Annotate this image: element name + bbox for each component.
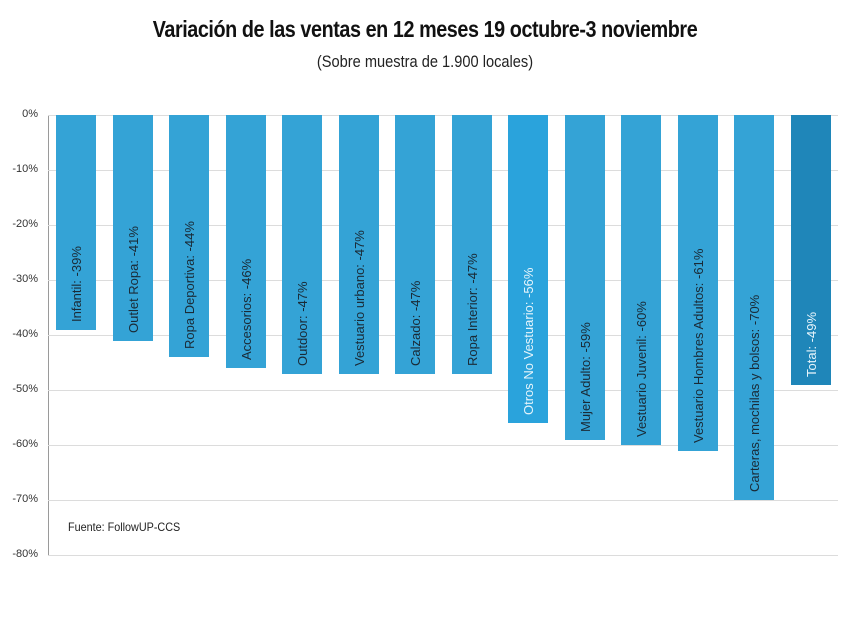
y-tick-label: -30% [12,273,38,285]
y-tick-label: -80% [12,548,38,560]
bar: Accesorios: -46% [225,115,266,368]
bar-label: Vestuario Juvenil: -60% [634,301,649,437]
bar-label: Mujer Adulto: -59% [577,321,593,432]
bar: Ropa Deportiva: -44% [169,115,209,357]
gridline [48,115,838,116]
gridline [48,555,838,556]
bar: Vestuario Hombres Adultos: -61% [677,115,718,451]
bar: Total: -49% [790,115,831,385]
bar-label: Ropa Interior: -47% [464,252,480,366]
bar-label: Vestuario Hombres Adultos: -61% [690,248,706,443]
gridline [48,500,838,501]
source-note: Fuente: FollowUP-CCS [68,520,181,534]
bar: Infantil: -39% [56,115,96,330]
gridline [48,445,838,446]
bar: Vestuario Juvenil: -60% [621,115,661,445]
gridline [48,280,838,281]
gridline [48,335,838,336]
bar-label: Accesorios: -46% [238,258,254,360]
plot-area: 0% -10% -20% -30% -40% -50% -60% -70% -80% Infant… [12,108,838,560]
bar-label: Total: -49% [803,311,819,377]
y-tick-label: 0% [22,108,38,120]
bar-label: Outdoor: -47% [295,280,310,366]
bar-label: Outlet Ropa: -41% [125,225,141,333]
bar: Carteras, mochilas y bolsos: -70% [734,115,774,500]
bar: Calzado: -47% [395,115,435,374]
gridline [48,225,838,226]
y-tick-label: -50% [12,383,38,395]
bar: Vestuario urbano: -47% [338,115,379,374]
bar: Outlet Ropa: -41% [112,115,153,341]
bar-label: Otros No Vestuario: -56% [521,267,536,415]
bar: Otros No Vestuario: -56% [508,115,548,423]
bar-label: Infantil: -39% [69,245,84,322]
chart-subtitle: (Sobre muestra de 1.900 locales) [316,52,534,71]
y-tick-label: -40% [12,328,38,340]
gridline [48,170,838,171]
gridline [48,390,838,391]
chart-title: Variación de las ventas en 12 meses 19 o… [152,16,698,42]
y-tick-label: -60% [12,438,38,450]
bar-label: Vestuario urbano: -47% [351,229,367,366]
y-tick-label: -10% [12,163,38,175]
bar: Mujer Adulto: -59% [564,115,605,440]
bar-label: Carteras, mochilas y bolsos: -70% [747,294,762,492]
bar: Ropa Interior: -47% [451,115,492,374]
bar-label: Ropa Deportiva: -44% [182,221,197,349]
bar-label: Calzado: -47% [408,280,423,366]
bar: Outdoor: -47% [282,115,322,374]
y-tick-label: -20% [12,218,38,230]
y-tick-label: -70% [12,493,38,505]
